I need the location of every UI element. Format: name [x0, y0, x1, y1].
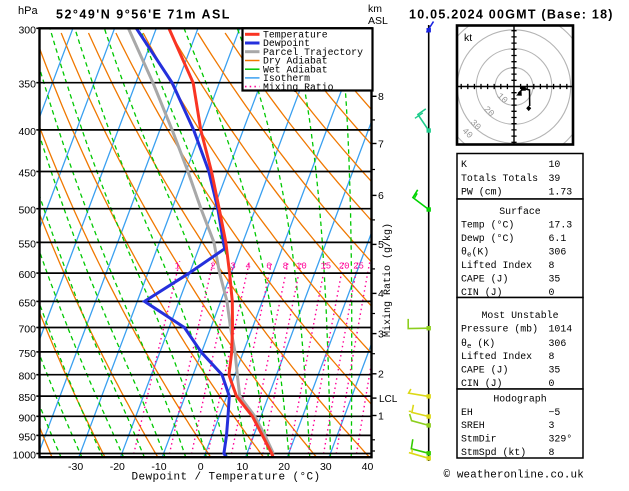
svg-text:Wet Adiabat: Wet Adiabat: [263, 64, 328, 75]
svg-text:StmSpd (kt): StmSpd (kt): [461, 447, 526, 458]
svg-text:450: 450: [18, 168, 36, 180]
svg-text:8: 8: [378, 91, 384, 103]
svg-text:Most Unstable: Most Unstable: [481, 310, 558, 321]
svg-text:350: 350: [18, 79, 36, 91]
svg-text:Temperature: Temperature: [263, 30, 328, 41]
svg-text:550: 550: [18, 238, 36, 250]
svg-text:3: 3: [549, 420, 555, 431]
svg-text:950: 950: [18, 431, 36, 443]
svg-text:1.73: 1.73: [549, 187, 573, 198]
svg-text:hPa: hPa: [18, 5, 38, 17]
svg-text:−5: −5: [549, 407, 561, 418]
svg-text:35: 35: [549, 365, 561, 376]
svg-text:15: 15: [320, 262, 331, 272]
svg-text:PW (cm): PW (cm): [461, 187, 502, 198]
svg-text:kt: kt: [464, 32, 472, 44]
svg-text:Totals Totals: Totals Totals: [461, 173, 538, 184]
svg-text:CIN (J): CIN (J): [461, 378, 502, 389]
svg-text:2: 2: [210, 262, 215, 272]
svg-text:800: 800: [18, 371, 36, 383]
svg-text:10: 10: [237, 461, 249, 473]
svg-text:-20: -20: [110, 461, 125, 473]
svg-text:25: 25: [353, 262, 364, 272]
svg-text:650: 650: [18, 297, 36, 309]
svg-text:1014: 1014: [549, 324, 573, 335]
svg-text:8: 8: [549, 351, 555, 362]
svg-text:600: 600: [18, 269, 36, 281]
svg-text:329°: 329°: [549, 434, 573, 445]
svg-text:306: 306: [549, 338, 567, 349]
svg-text:30: 30: [320, 461, 332, 473]
svg-text:3: 3: [378, 328, 384, 340]
svg-text:1000: 1000: [13, 450, 37, 462]
svg-text:20: 20: [278, 461, 290, 473]
svg-text:0: 0: [198, 461, 204, 473]
svg-text:0: 0: [549, 287, 555, 298]
svg-text:SREH: SREH: [461, 420, 485, 431]
svg-text:10: 10: [296, 262, 307, 272]
svg-text:2: 2: [378, 369, 384, 381]
svg-text:Lifted Index: Lifted Index: [461, 351, 532, 362]
svg-text:0: 0: [549, 378, 555, 389]
svg-text:10: 10: [549, 159, 561, 170]
svg-text:8: 8: [549, 447, 555, 458]
svg-text:Dry Adiabat: Dry Adiabat: [263, 56, 328, 67]
svg-text:500: 500: [18, 205, 36, 217]
svg-text:35: 35: [549, 274, 561, 285]
svg-text:-10: -10: [151, 461, 166, 473]
svg-text:700: 700: [18, 324, 36, 336]
svg-text:Parcel Trajectory: Parcel Trajectory: [263, 47, 363, 58]
svg-text:400: 400: [18, 126, 36, 138]
svg-text:Dewpoint / Temperature (°C): Dewpoint / Temperature (°C): [131, 471, 320, 483]
svg-text:7: 7: [378, 138, 384, 150]
svg-text:km: km: [368, 3, 382, 15]
svg-text:52°49'N 9°56'E 71m ASL: 52°49'N 9°56'E 71m ASL: [56, 8, 231, 22]
svg-text:17.3: 17.3: [549, 220, 573, 231]
svg-text:6: 6: [266, 262, 271, 272]
svg-text:K: K: [461, 159, 467, 170]
svg-text:3: 3: [230, 262, 235, 272]
svg-text:750: 750: [18, 348, 36, 360]
svg-text:8: 8: [549, 260, 555, 271]
svg-text:900: 900: [18, 412, 36, 424]
svg-text:Pressure (mb): Pressure (mb): [461, 324, 538, 335]
svg-text:LCL: LCL: [379, 394, 398, 405]
svg-text:-30: -30: [68, 461, 83, 473]
svg-text:© weatheronline.co.uk: © weatheronline.co.uk: [444, 470, 584, 482]
svg-text:1: 1: [175, 262, 180, 272]
svg-text:StmDir: StmDir: [461, 434, 497, 445]
svg-text:ASL: ASL: [368, 15, 388, 27]
svg-text:Dewp (°C): Dewp (°C): [461, 233, 514, 244]
svg-text:10.05.2024 00GMT (Base: 18): 10.05.2024 00GMT (Base: 18): [409, 8, 614, 22]
svg-text:850: 850: [18, 392, 36, 404]
svg-text:1: 1: [378, 410, 384, 422]
svg-text:CIN (J): CIN (J): [461, 287, 502, 298]
svg-text:Mixing Ratio: Mixing Ratio: [263, 82, 334, 93]
svg-text:Lifted Index: Lifted Index: [461, 260, 532, 271]
svg-text:Hodograph: Hodograph: [493, 393, 546, 404]
svg-text:40: 40: [362, 461, 374, 473]
svg-text:6.1: 6.1: [549, 233, 567, 244]
svg-text:Mixing Ratio (g/kg): Mixing Ratio (g/kg): [382, 223, 394, 337]
svg-text:Surface: Surface: [499, 206, 541, 217]
svg-text:CAPE (J): CAPE (J): [461, 365, 508, 376]
svg-text:5: 5: [378, 239, 384, 251]
svg-text:CAPE (J): CAPE (J): [461, 274, 508, 285]
svg-text:Temp (°C): Temp (°C): [461, 220, 514, 231]
svg-text:6: 6: [378, 190, 384, 202]
svg-text:Dewpoint: Dewpoint: [263, 38, 310, 49]
svg-text:EH: EH: [461, 407, 473, 418]
svg-text:4: 4: [378, 288, 384, 300]
svg-text:300: 300: [18, 24, 36, 36]
svg-text:8: 8: [283, 262, 288, 272]
svg-text:Isotherm: Isotherm: [263, 73, 310, 84]
svg-text:306: 306: [549, 247, 567, 258]
svg-text:20: 20: [339, 262, 350, 272]
svg-text:4: 4: [245, 262, 250, 272]
svg-text:39: 39: [549, 173, 561, 184]
